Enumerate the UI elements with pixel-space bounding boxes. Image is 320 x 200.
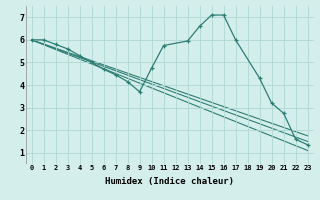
X-axis label: Humidex (Indice chaleur): Humidex (Indice chaleur) (105, 177, 234, 186)
